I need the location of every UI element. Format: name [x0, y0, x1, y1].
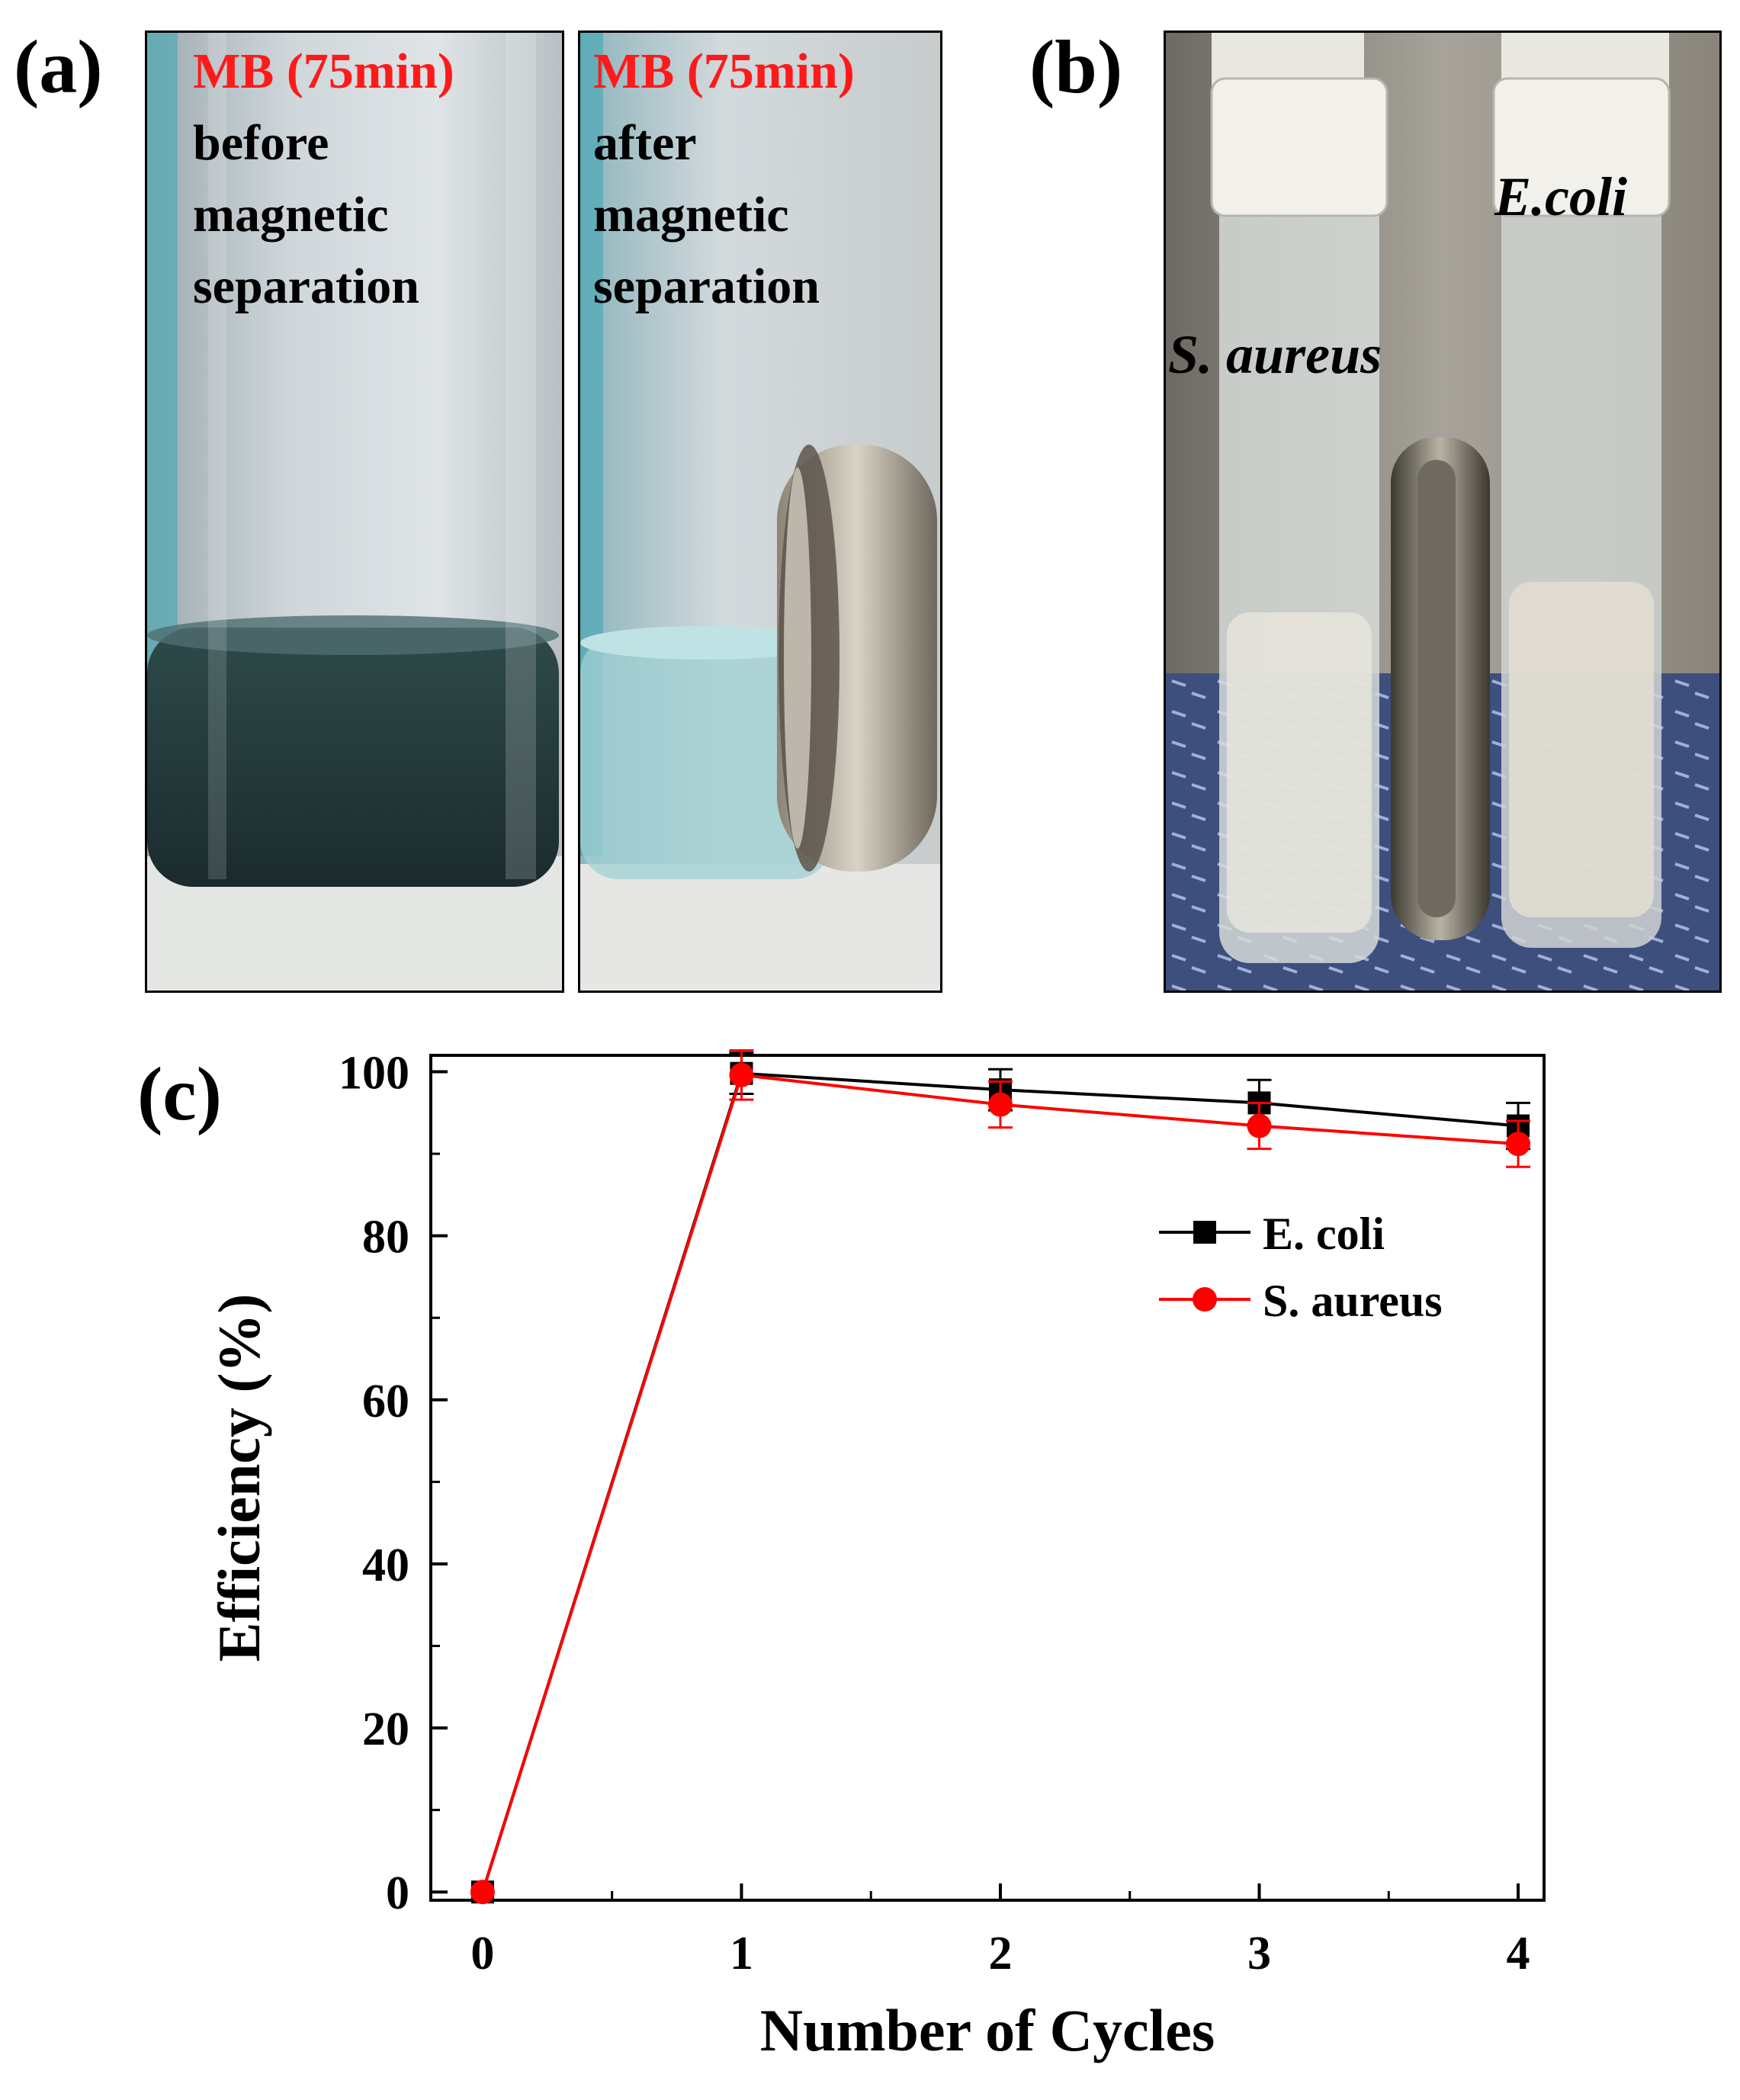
series-layer [470, 1049, 1531, 1905]
after-line1: after [593, 115, 697, 171]
series-line-e-coli [481, 1071, 1519, 1893]
x-tick-label: 0 [470, 1928, 494, 1980]
tube-label-s-aureus: S. aureus [1168, 324, 1382, 385]
x-axis-title: Number of Cycles [760, 1997, 1215, 2063]
data-point [729, 1062, 754, 1087]
before-heading: MB (75min) [193, 43, 454, 99]
data-point [1247, 1113, 1272, 1138]
data-point [1506, 1132, 1531, 1157]
panel-a-label: (a) [14, 24, 103, 109]
legend-marker-e-coli [1193, 1221, 1216, 1244]
y-tick-label: 80 [362, 1212, 409, 1264]
plot-border [429, 1054, 1546, 1902]
tubes-illustration [1166, 33, 1719, 991]
x-axis: 0 1 2 3 4 [470, 1883, 1530, 1980]
before-line2: magnetic [193, 187, 389, 242]
y-tick-label: 60 [362, 1376, 409, 1427]
series-s-aureus [470, 1049, 1531, 1905]
y-tick-label: 40 [362, 1540, 409, 1591]
x-tick-label: 4 [1507, 1928, 1530, 1980]
plot-frame [429, 1054, 1546, 1902]
legend-label-e-coli: E. coli [1263, 1209, 1385, 1259]
after-line3: separation [593, 258, 820, 314]
y-axis-title: Efficiency (%) [206, 1293, 272, 1662]
before-line3: separation [193, 258, 419, 314]
panel-c-label: (c) [137, 1052, 222, 1136]
after-heading: MB (75min) [593, 43, 855, 99]
vial-before-illustration [147, 33, 562, 991]
x-tick-label: 3 [1247, 1928, 1271, 1980]
legend-marker-s-aureus [1193, 1287, 1217, 1312]
data-point [470, 1880, 495, 1905]
photo-bacteria-tubes [1164, 31, 1722, 993]
after-line2: magnetic [593, 187, 789, 242]
efficiency-chart: 0 20 40 60 80 100 0 1 2 3 4 E. coli S. aureus Effi… [206, 1048, 1546, 2063]
data-point [987, 1092, 1013, 1117]
photo-before-separation [145, 31, 564, 993]
tube-label-e-coli: E.coli [1494, 166, 1627, 227]
photo-after-separation [578, 31, 942, 993]
legend: E. coli S. aureus [1159, 1209, 1443, 1326]
y-tick-label: 0 [386, 1867, 409, 1919]
x-tick-label: 2 [988, 1928, 1012, 1980]
x-tick-label: 1 [730, 1928, 753, 1980]
y-axis: 0 20 40 60 80 100 [339, 1048, 448, 1919]
y-tick-label: 20 [362, 1703, 409, 1755]
panel-b-label: (b) [1029, 24, 1123, 109]
y-tick-label: 100 [339, 1048, 409, 1100]
legend-label-s-aureus: S. aureus [1263, 1276, 1443, 1326]
before-line1: before [193, 115, 329, 171]
vial-after-illustration [580, 33, 940, 991]
series-e-coli [470, 1052, 1531, 1904]
series-line-s-aureus [481, 1073, 1519, 1893]
